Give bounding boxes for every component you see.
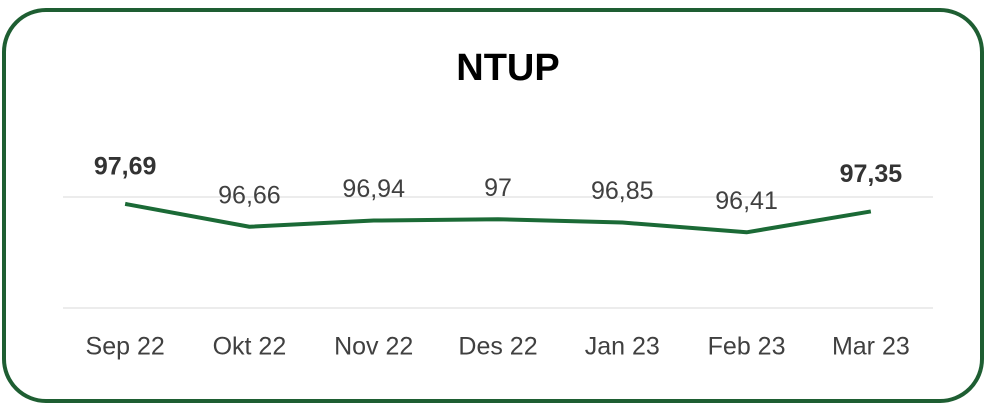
x-tick-label: Jan 23 <box>585 333 660 361</box>
data-label: 96,94 <box>342 175 405 203</box>
frame <box>2 8 984 403</box>
chart-title: NTUP <box>456 47 559 89</box>
x-tick-label: Nov 22 <box>334 333 413 361</box>
data-label: 96,66 <box>218 181 281 209</box>
data-label: 96,41 <box>715 187 778 215</box>
data-line <box>124 201 872 235</box>
x-tick-label: Des 22 <box>458 333 537 361</box>
data-label: 97,69 <box>94 152 157 180</box>
data-label: 97 <box>484 174 512 202</box>
data-label: 97,35 <box>840 160 903 188</box>
x-tick-label: Feb 23 <box>708 333 786 361</box>
x-tick-label: Mar 23 <box>832 333 910 361</box>
x-tick-label: Sep 22 <box>86 333 165 361</box>
x-tick-label: Okt 22 <box>213 333 287 361</box>
data-label: 96,85 <box>591 177 654 205</box>
